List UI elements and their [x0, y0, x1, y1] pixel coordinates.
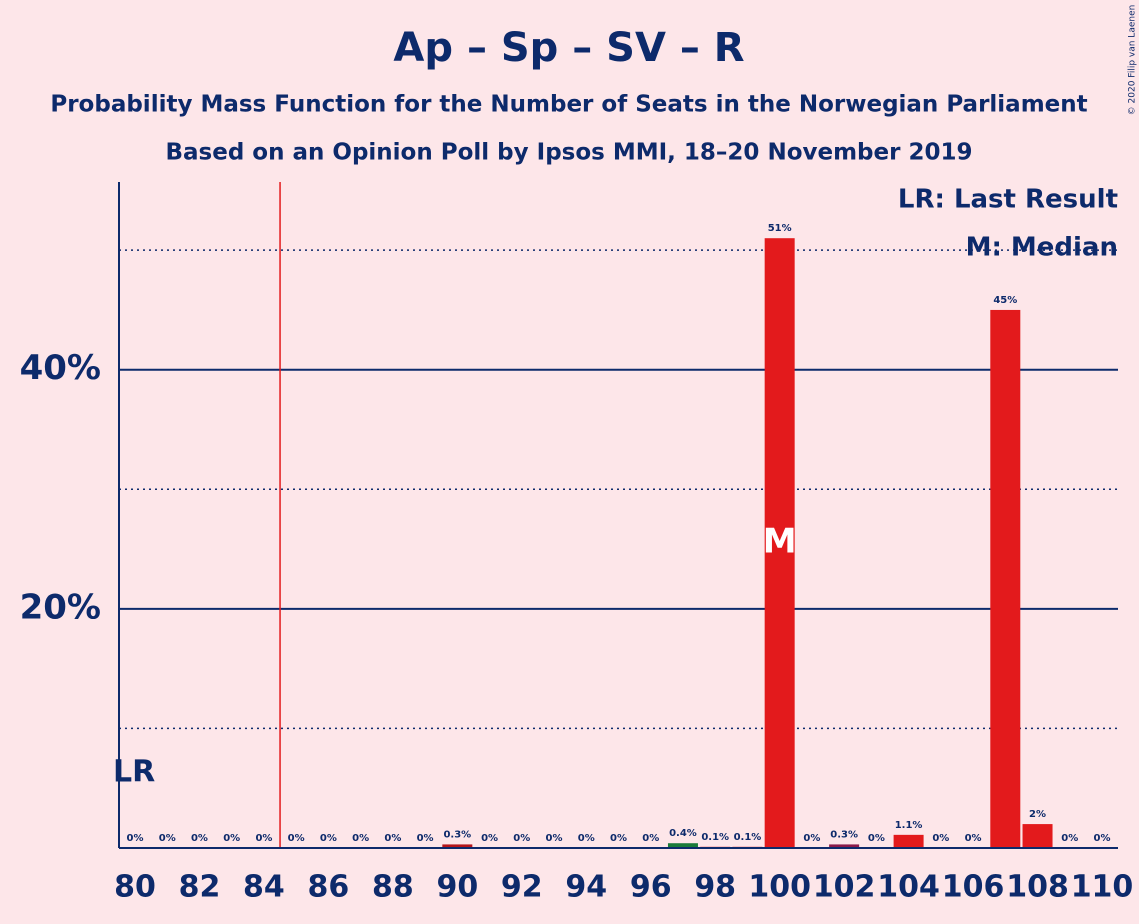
value-label: 0%	[384, 833, 401, 844]
copyright: © 2020 Filip van Laenen	[1128, 5, 1138, 116]
value-label: 1.1%	[895, 820, 923, 831]
bar	[893, 834, 924, 848]
x-tick-label: 86	[308, 870, 350, 905]
value-label: 0%	[255, 833, 272, 844]
x-tick-label: 94	[565, 870, 607, 905]
x-tick-label: 100	[748, 870, 811, 905]
value-label: 0.1%	[734, 832, 762, 843]
bar	[667, 843, 698, 848]
x-tick-label: 104	[877, 870, 940, 905]
value-label: 0.1%	[701, 832, 729, 843]
y-tick-label: 20%	[20, 587, 101, 627]
x-tick-label: 90	[436, 870, 478, 905]
value-label: 0%	[578, 833, 595, 844]
value-label: 0%	[320, 833, 337, 844]
chart-subtitle: Probability Mass Function for the Number…	[50, 92, 1087, 118]
value-label: 0%	[868, 833, 885, 844]
bar	[1022, 824, 1053, 848]
value-label: 0%	[513, 833, 530, 844]
chart-title: Ap – Sp – SV – R	[393, 25, 744, 71]
value-label: 0.4%	[669, 828, 697, 839]
value-label: 0%	[481, 833, 498, 844]
value-label: 0%	[803, 833, 820, 844]
value-label: 0%	[546, 833, 563, 844]
bar	[829, 844, 860, 848]
bar	[990, 309, 1021, 848]
legend-entry: M: Median	[966, 233, 1118, 263]
bar	[442, 844, 473, 848]
value-label: 51%	[768, 223, 792, 234]
x-tick-label: 80	[114, 870, 156, 905]
value-label: 45%	[993, 295, 1017, 306]
x-tick-label: 102	[813, 870, 876, 905]
value-label: 0.3%	[830, 829, 858, 840]
x-tick-label: 98	[694, 870, 736, 905]
value-label: 0%	[610, 833, 627, 844]
value-label: 0%	[288, 833, 305, 844]
y-tick-label: 40%	[20, 348, 101, 388]
value-label: 0.3%	[443, 829, 471, 840]
value-label: 0%	[1061, 833, 1078, 844]
value-label: 0%	[127, 833, 144, 844]
x-tick-label: 108	[1006, 870, 1069, 905]
value-label: 0%	[642, 833, 659, 844]
value-label: 0%	[965, 833, 982, 844]
x-tick-label: 106	[942, 870, 1005, 905]
value-label: 0%	[191, 833, 208, 844]
x-tick-label: 92	[501, 870, 543, 905]
value-label: 0%	[159, 833, 176, 844]
value-label: 0%	[932, 833, 949, 844]
x-tick-label: 88	[372, 870, 414, 905]
value-label: 0%	[223, 833, 240, 844]
x-tick-label: 96	[630, 870, 672, 905]
value-label: 0%	[417, 833, 434, 844]
value-label: 0%	[1094, 833, 1111, 844]
chart-subtitle: Based on an Opinion Poll by Ipsos MMI, 1…	[166, 140, 973, 166]
x-tick-label: 110	[1071, 870, 1134, 905]
value-label: 2%	[1029, 809, 1046, 820]
bar	[764, 238, 795, 848]
x-tick-label: 84	[243, 870, 285, 905]
last-result-marker: LR	[113, 755, 155, 790]
median-marker: M	[763, 522, 797, 562]
value-label: 0%	[352, 833, 369, 844]
legend-entry: LR: Last Result	[898, 185, 1118, 215]
x-tick-label: 82	[179, 870, 221, 905]
